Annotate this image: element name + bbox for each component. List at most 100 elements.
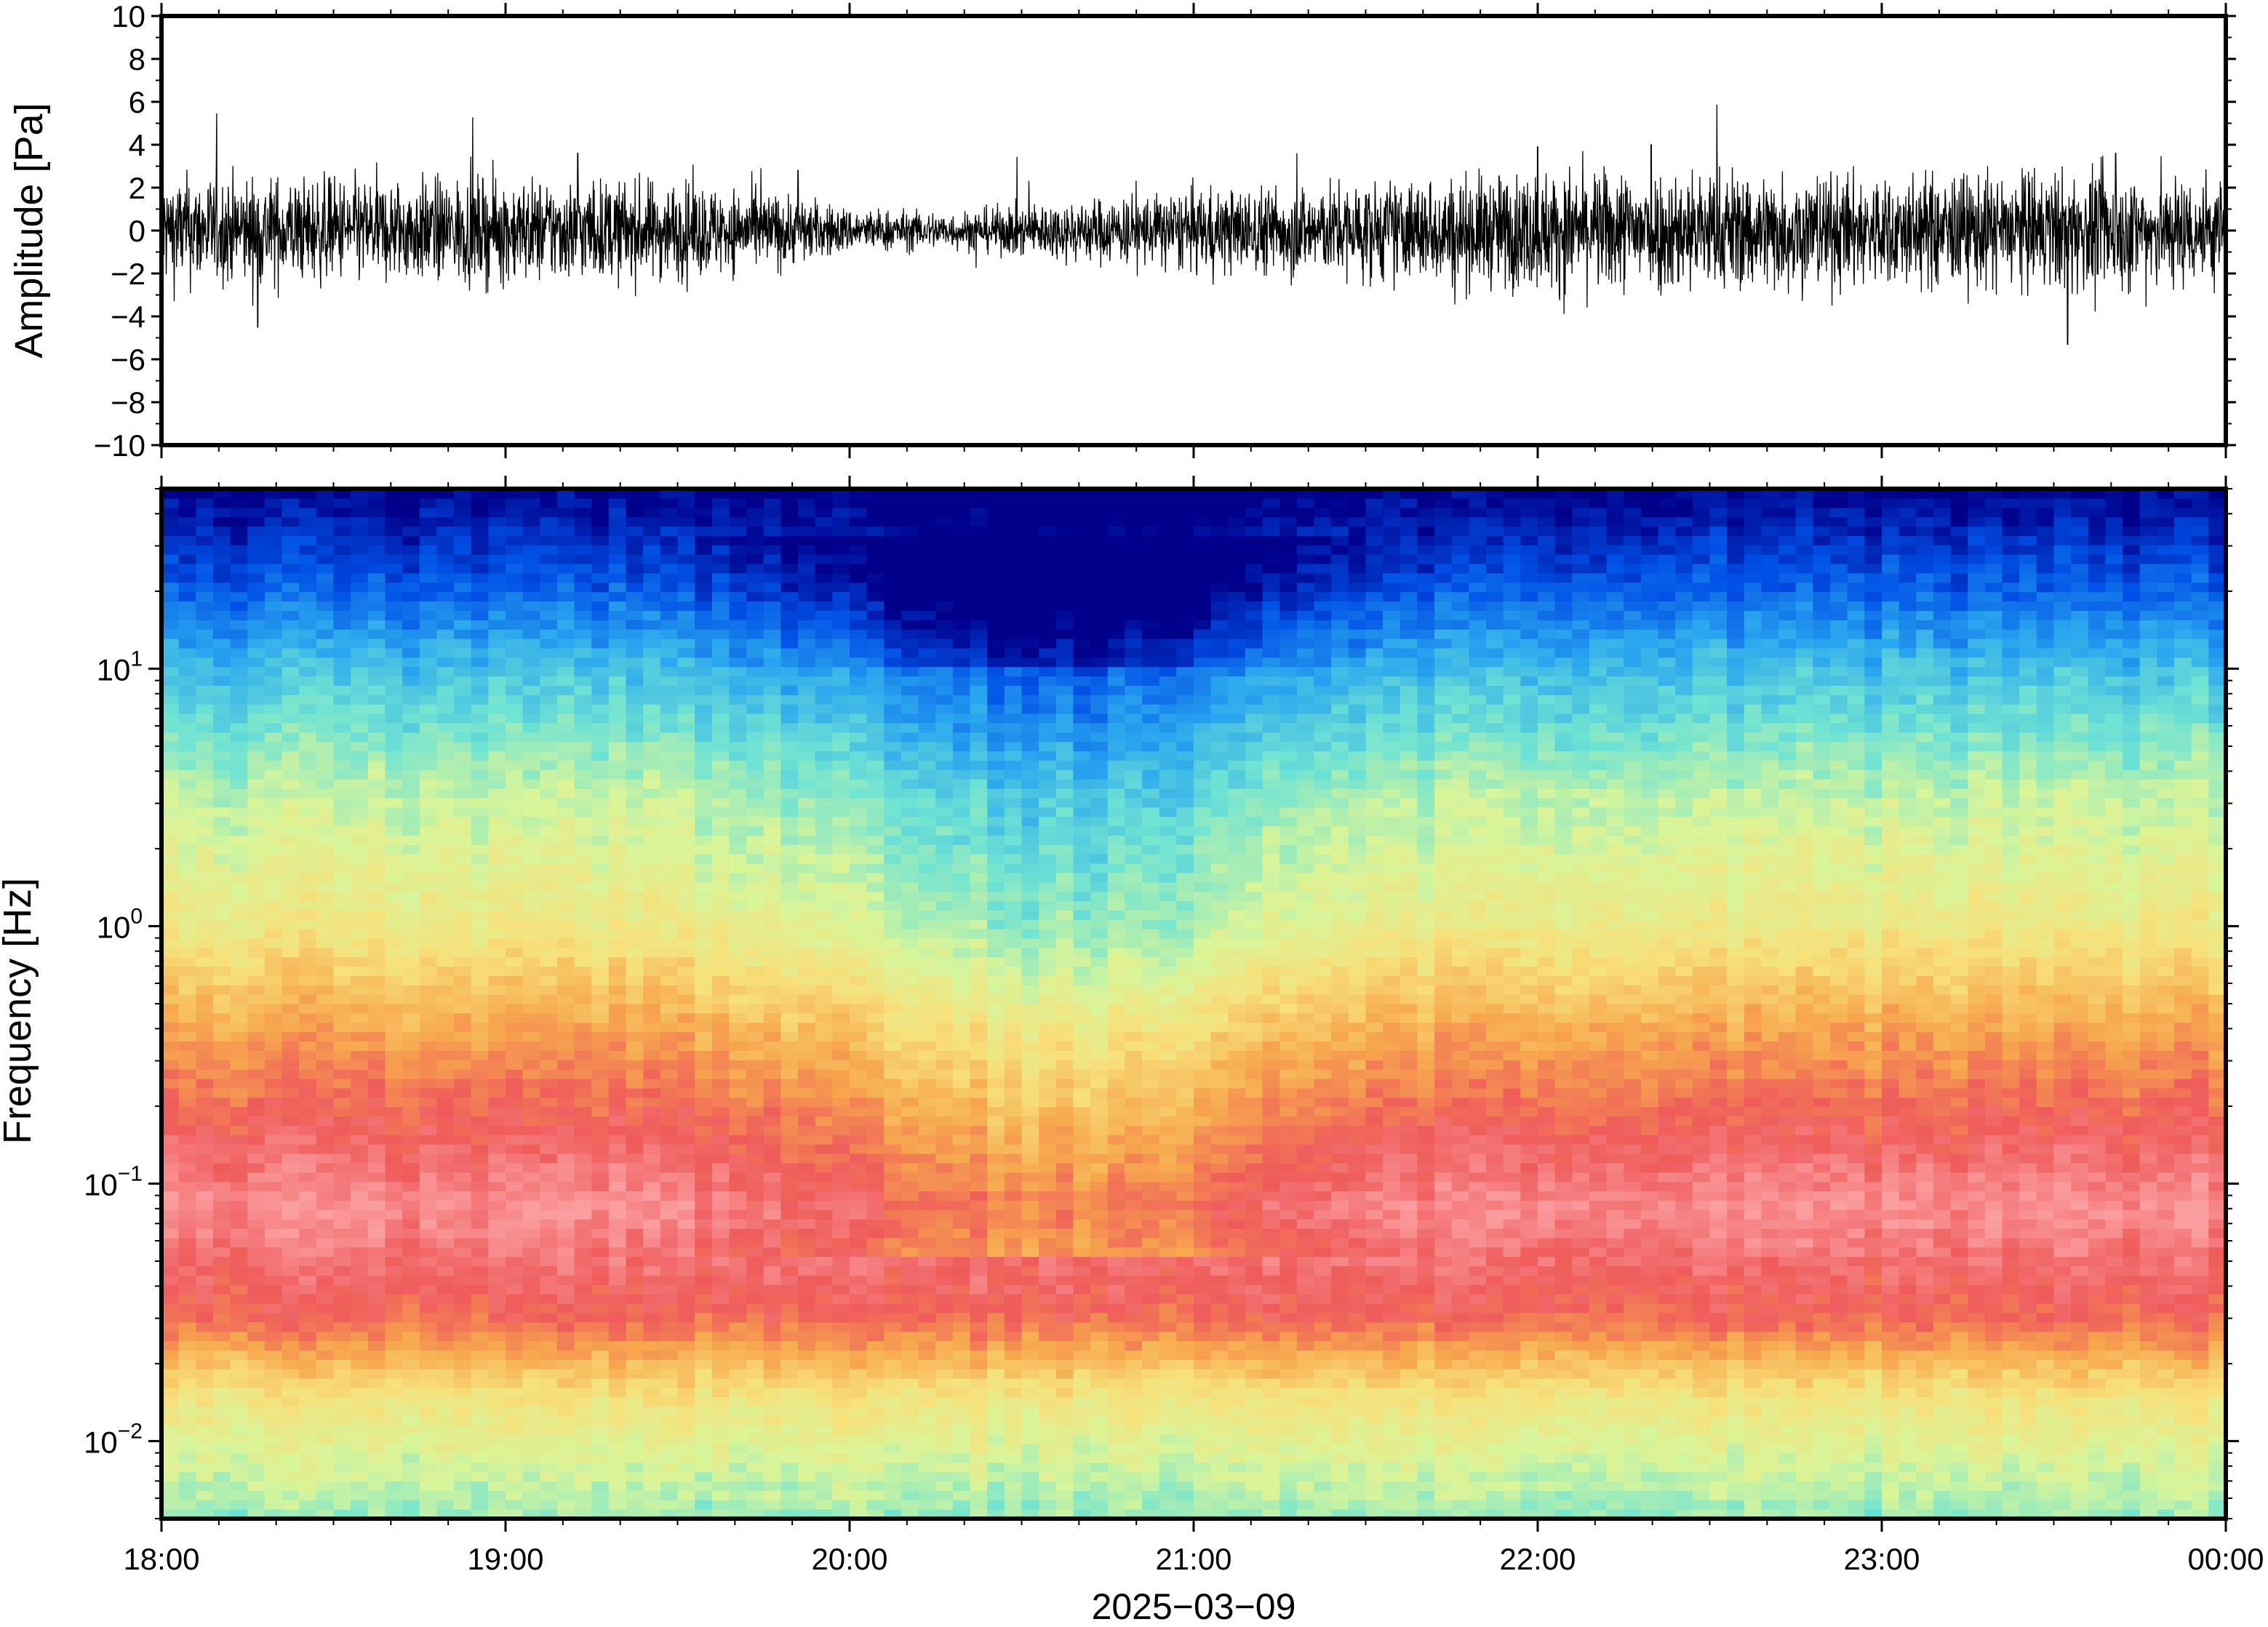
spectrogram-cell (368, 1397, 386, 1407)
spectrogram-cell (299, 508, 316, 517)
spectrogram-cell (420, 985, 437, 994)
spectrogram-cell (712, 910, 730, 919)
spectrogram-cell (351, 1050, 368, 1060)
spectrogram-cell (780, 1472, 798, 1482)
spectrogram-cell (523, 1490, 540, 1500)
spectrogram-cell (523, 535, 540, 545)
amplitude-tick-label: −8 (111, 385, 145, 420)
spectrogram-cell (815, 1060, 833, 1069)
spectrogram-cell (626, 892, 644, 901)
spectrogram-cell (712, 873, 730, 882)
spectrogram-cell (179, 498, 196, 508)
spectrogram-cell (712, 1472, 730, 1482)
spectrogram-cell (867, 1257, 885, 1266)
spectrogram-cell (454, 1322, 471, 1332)
spectrogram-cell (471, 910, 489, 919)
spectrogram-cell (265, 1294, 282, 1303)
spectrogram-cell (299, 1032, 316, 1042)
spectrogram-cell (471, 1088, 489, 1098)
spectrogram-cell (316, 1490, 334, 1500)
spectrogram-cell (591, 723, 609, 732)
spectrogram-cell (402, 1322, 420, 1332)
spectrogram-cell (867, 1144, 885, 1154)
spectrogram-cell (815, 526, 833, 535)
spectrogram-cell (712, 601, 730, 610)
spectrogram-cell (506, 1303, 523, 1313)
spectrogram-cell (832, 648, 850, 657)
spectrogram-cell (471, 1079, 489, 1088)
spectrogram-cell (867, 1378, 885, 1388)
spectrogram-cell (884, 817, 901, 826)
spectrogram-cell (454, 769, 471, 779)
spectrogram-cell (402, 657, 420, 667)
spectrogram-cell (402, 1004, 420, 1013)
spectrogram-cell (815, 564, 833, 573)
spectrogram-cell (523, 798, 540, 807)
spectrogram-cell (265, 592, 282, 601)
spectrogram-cell (420, 704, 437, 713)
spectrogram-cell (764, 844, 781, 854)
spectrogram-cell (316, 1163, 334, 1172)
spectrogram-cell (884, 535, 901, 545)
spectrogram-cell (179, 583, 196, 592)
spectrogram-cell (523, 1482, 540, 1491)
spectrogram-cell (746, 1247, 764, 1257)
spectrogram-cell (351, 1013, 368, 1023)
spectrogram-cell (247, 1359, 265, 1369)
spectrogram-cell (660, 1219, 678, 1228)
spectrogram-cell (334, 1463, 351, 1472)
spectrogram-cell (919, 1453, 936, 1463)
spectrogram-cell (420, 1340, 437, 1350)
spectrogram-cell (231, 1425, 248, 1434)
spectrogram-cell (557, 1303, 575, 1313)
spectrogram-cell (436, 564, 454, 573)
spectrogram-cell (575, 1500, 592, 1509)
spectrogram-cell (351, 900, 368, 910)
spectrogram-cell (729, 554, 746, 564)
spectrogram-cell (454, 1463, 471, 1472)
spectrogram-cell (850, 798, 867, 807)
spectrogram-cell (436, 882, 454, 892)
spectrogram-cell (643, 882, 660, 892)
spectrogram-cell (591, 760, 609, 769)
spectrogram-cell (213, 1060, 231, 1069)
spectrogram-cell (247, 817, 265, 826)
spectrogram-cell (316, 1004, 334, 1013)
spectrogram-cell (351, 1482, 368, 1491)
spectrogram-cell (265, 508, 282, 517)
spectrogram-cell (695, 1378, 712, 1388)
spectrogram-cell (385, 620, 402, 629)
spectrogram-cell (316, 742, 334, 751)
spectrogram-cell (591, 1425, 609, 1434)
spectrogram-cell (780, 1313, 798, 1322)
spectrogram-cell (764, 1041, 781, 1050)
spectrogram-cell (179, 1041, 196, 1050)
spectrogram-cell (523, 1116, 540, 1125)
spectrogram-cell (609, 1182, 626, 1191)
spectrogram-cell (540, 1472, 557, 1482)
spectrogram-cell (815, 1482, 833, 1491)
spectrogram-cell (712, 742, 730, 751)
spectrogram-cell (815, 1313, 833, 1322)
spectrogram-cell (832, 826, 850, 835)
spectrogram-cell (609, 676, 626, 685)
spectrogram-cell (351, 1041, 368, 1050)
spectrogram-cell (523, 1463, 540, 1472)
spectrogram-cell (196, 760, 213, 769)
spectrogram-cell (213, 1210, 231, 1219)
spectrogram-cell (420, 1032, 437, 1042)
spectrogram-cell (523, 508, 540, 517)
spectrogram-cell (471, 1482, 489, 1491)
spectrogram-cell (884, 892, 901, 901)
spectrogram-cell (557, 732, 575, 742)
spectrogram-cell (626, 526, 644, 535)
spectrogram-cell (231, 1135, 248, 1144)
spectrogram-cell (471, 798, 489, 807)
spectrogram-cell (231, 498, 248, 508)
spectrogram-cell (385, 1313, 402, 1322)
spectrogram-cell (764, 779, 781, 788)
spectrogram-cell (575, 1154, 592, 1163)
spectrogram-cell (385, 498, 402, 508)
spectrogram-cell (265, 826, 282, 835)
